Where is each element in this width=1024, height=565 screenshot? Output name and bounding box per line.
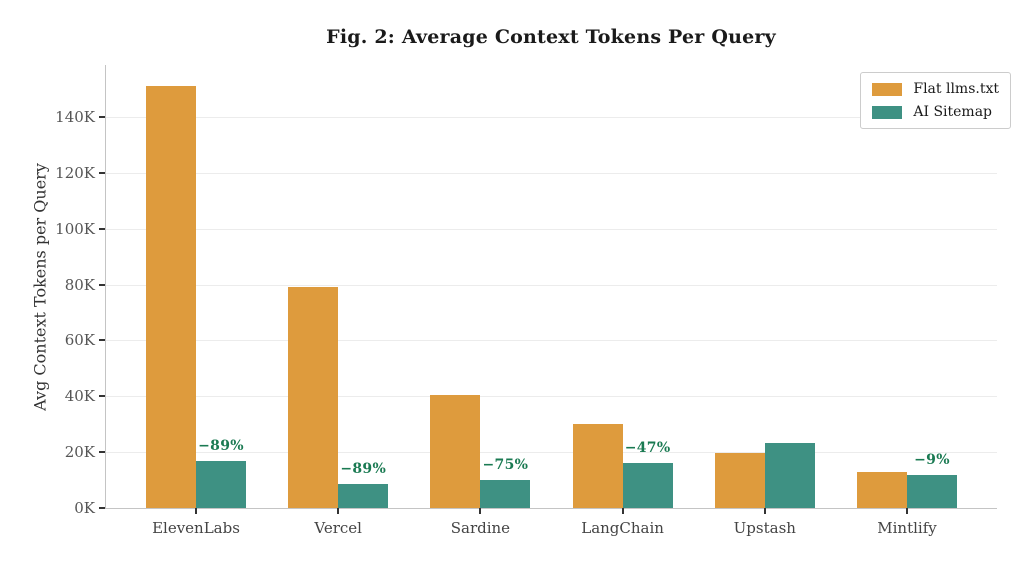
gridline — [106, 340, 997, 342]
x-tick-label-sardine: Sardine — [450, 519, 511, 537]
pct-change-label-langchain: −47% — [624, 440, 671, 457]
y-tick-label: 40K — [64, 387, 95, 406]
legend-entry-flat-llms: Flat llms.txt — [872, 81, 999, 97]
y-tick-mark — [99, 451, 105, 454]
x-tick-mark — [337, 508, 340, 514]
x-tick-label-elevenlabs: ElevenLabs — [152, 519, 240, 537]
x-tick-mark — [621, 508, 624, 514]
y-tick-mark — [99, 115, 105, 118]
y-tick-mark — [99, 395, 105, 398]
y-tick-mark — [99, 283, 105, 286]
x-tick-label-mintlify: Mintlify — [877, 519, 937, 537]
gridline — [106, 284, 997, 286]
x-tick-mark — [763, 508, 766, 514]
x-tick-label-vercel: Vercel — [314, 519, 362, 537]
x-tick-mark — [479, 508, 482, 514]
bar-ai-sitemap-mintlify — [907, 475, 957, 508]
y-tick-mark — [99, 171, 105, 174]
bar-ai-sitemap-upstash — [764, 442, 815, 508]
y-tick-mark — [99, 507, 105, 509]
pct-change-label-elevenlabs: −89% — [198, 438, 244, 455]
y-tick-label: 20K — [64, 443, 95, 462]
y-tick-label: 0K — [74, 499, 95, 517]
bar-flat-llms-txt-upstash — [714, 453, 765, 508]
plot-area: Flat llms.txt AI Sitemap 0K 20K 40K 60K 80K 1… — [55, 65, 1011, 537]
bar-ai-sitemap-langchain — [622, 463, 673, 508]
y-tick-label: 140K — [55, 107, 95, 126]
gridline — [106, 452, 997, 454]
bar-flat-llms-txt-elevenlabs — [146, 86, 196, 508]
legend-label-ai-sitemap: AI Sitemap — [913, 104, 993, 120]
legend-label-flat-llms: Flat llms.txt — [913, 81, 999, 97]
x-tick-label-langchain: LangChain — [581, 519, 664, 537]
legend-swatch-flat-llms — [872, 82, 903, 96]
bar-ai-sitemap-vercel — [338, 484, 389, 508]
chart-title: Fig. 2: Average Context Tokens Per Query — [326, 26, 776, 48]
gridline — [106, 172, 997, 174]
y-tick-label: 60K — [64, 331, 95, 350]
bar-ai-sitemap-elevenlabs — [196, 461, 246, 508]
y-tick-mark — [99, 227, 105, 230]
gridline — [106, 116, 997, 118]
bar-flat-llms-txt-sardine — [430, 394, 481, 508]
pct-change-label-sardine: −75% — [482, 456, 529, 473]
bar-ai-sitemap-sardine — [480, 479, 531, 508]
bar-flat-llms-txt-langchain — [572, 424, 623, 508]
bar-flat-llms-txt-vercel — [288, 287, 339, 508]
bar-flat-llms-txt-mintlify — [857, 471, 907, 508]
legend-swatch-ai-sitemap — [872, 105, 903, 119]
y-tick-mark — [99, 339, 105, 342]
pct-change-label-mintlify: −9% — [914, 452, 950, 469]
y-tick-label: 80K — [64, 275, 95, 294]
pct-change-label-vercel: −89% — [340, 461, 387, 478]
gridline — [106, 228, 997, 230]
gridline — [106, 396, 997, 398]
legend: Flat llms.txt AI Sitemap — [860, 72, 1011, 129]
y-tick-label: 120K — [55, 163, 95, 182]
legend-entry-ai-sitemap: AI Sitemap — [872, 104, 999, 120]
x-tick-label-upstash: Upstash — [733, 519, 796, 537]
x-tick-mark — [195, 508, 197, 514]
y-tick-label: 100K — [55, 219, 95, 238]
x-tick-mark — [906, 508, 908, 514]
